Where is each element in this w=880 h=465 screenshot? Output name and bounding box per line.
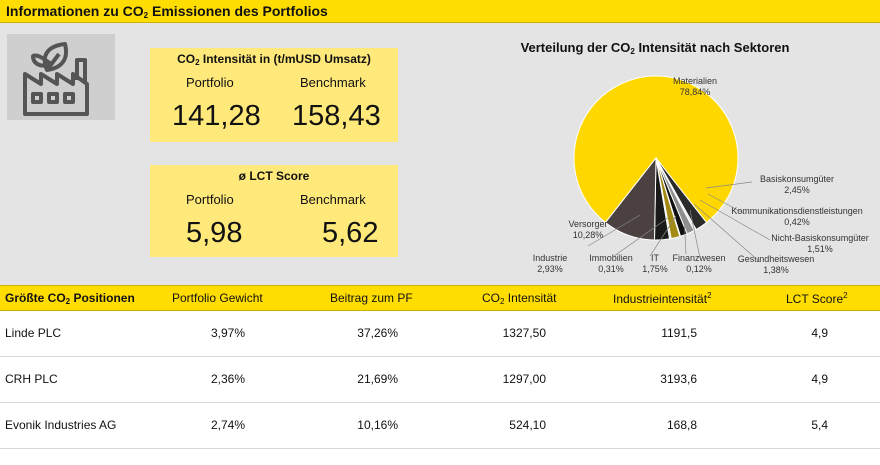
co2-benchmark-label: Benchmark [300, 75, 366, 90]
table-row: Linde PLC 3,97% 37,26% 1327,50 1191,5 4,… [0, 311, 880, 357]
row-name: CRH PLC [5, 372, 58, 386]
pie-label-industrie: Industrie 2,93% [532, 253, 568, 274]
pie-label-kommunikation: Kommunikationsdienstleistungen 0,42% [731, 206, 863, 227]
row-industry: 3193,6 [660, 372, 697, 386]
col-header-lct: LCT Score2 [786, 291, 848, 306]
row-lct: 4,9 [811, 372, 828, 386]
lct-benchmark-value: 5,62 [322, 217, 379, 249]
pie-label-immobilien: Immobilien 0,31% [589, 253, 633, 274]
row-intensity: 1327,50 [502, 326, 546, 340]
pie-label-nicht-basiskonsumgueter: Nicht-Basiskonsumgüter 1,51% [771, 233, 869, 254]
row-contribution: 21,69% [357, 372, 398, 386]
lct-portfolio-label: Portfolio [186, 192, 234, 207]
row-weight: 3,97% [210, 326, 245, 340]
pie-slice-0 [573, 75, 739, 224]
row-lct: 4,9 [811, 326, 828, 340]
row-name: Linde PLC [5, 326, 62, 340]
co2-portfolio-value: 141,28 [172, 100, 261, 132]
lct-benchmark-label: Benchmark [300, 192, 366, 207]
pie-label-versorger: Versorger 10,28% [568, 219, 608, 240]
pie-label-materialien: Materialien 78,84% [672, 76, 718, 97]
row-contribution: 10,16% [357, 418, 398, 432]
col-header-name: Größte CO2 Positionen [5, 291, 135, 306]
row-intensity: 1297,00 [502, 372, 546, 386]
pie-leader-line-0 [705, 181, 753, 189]
page-title: Informationen zu CO2 Emissionen des Port… [6, 3, 328, 20]
row-industry: 168,8 [666, 418, 697, 432]
pie-leader-line-2 [699, 199, 771, 241]
co2-benchmark-value: 158,43 [292, 100, 381, 132]
col-header-contribution: Beitrag zum PF [330, 291, 413, 305]
pie-leader-line-1 [707, 193, 746, 215]
lct-score-title: ø LCT Score [238, 169, 310, 183]
pie-chart-title: Verteilung der CO2 Intensität nach Sekto… [520, 40, 790, 56]
pie-label-it: IT 1,75% [642, 253, 668, 274]
pie-leader-line-8 [587, 214, 641, 247]
lct-portfolio-value: 5,98 [186, 217, 243, 249]
row-intensity: 524,10 [509, 418, 546, 432]
row-industry: 1191,5 [661, 326, 697, 340]
pie-leader-line-4 [689, 209, 701, 259]
row-weight: 2,74% [210, 418, 245, 432]
table-row: Evonik Industries AG 2,74% 10,16% 524,10… [0, 403, 880, 449]
col-header-industry: Industrieintensität2 [613, 291, 712, 306]
pie-label-basiskonsumgueter: Basiskonsumgüter 2,45% [759, 174, 835, 195]
row-weight: 2,36% [210, 372, 245, 386]
pie-leader-line-3 [693, 203, 761, 263]
page-header: Informationen zu CO2 Emissionen des Port… [0, 0, 880, 23]
col-header-intensity: CO2 Intensität [482, 291, 557, 306]
co2-intensity-title: CO2 Intensität in (t/mUSD Umsatz) [177, 52, 371, 67]
pie-label-finanzwesen: Finanzwesen 0,12% [672, 253, 726, 274]
pie-leader-line-6 [649, 215, 677, 257]
positions-table-header: Größte CO2 Positionen Portfolio Gewicht … [0, 285, 880, 311]
table-row: CRH PLC 2,36% 21,69% 1297,00 3193,6 4,9 [0, 357, 880, 403]
factory-leaf-icon [7, 34, 115, 120]
pie-label-gesundheitswesen: Gesundheitswesen 1,38% [737, 254, 815, 275]
pie-leader-line-7 [613, 217, 669, 257]
row-contribution: 37,26% [357, 326, 398, 340]
co2-portfolio-label: Portfolio [186, 75, 234, 90]
pie-leader-line-5 [683, 213, 687, 255]
row-name: Evonik Industries AG [5, 418, 117, 432]
row-lct: 5,4 [811, 418, 828, 432]
pie-slice-9 [604, 156, 657, 241]
co2-intensity-card: CO2 Intensität in (t/mUSD Umsatz) Portfo… [150, 48, 398, 142]
lct-score-card: ø LCT Score Portfolio Benchmark 5,98 5,6… [150, 165, 398, 257]
col-header-weight: Portfolio Gewicht [172, 291, 263, 305]
